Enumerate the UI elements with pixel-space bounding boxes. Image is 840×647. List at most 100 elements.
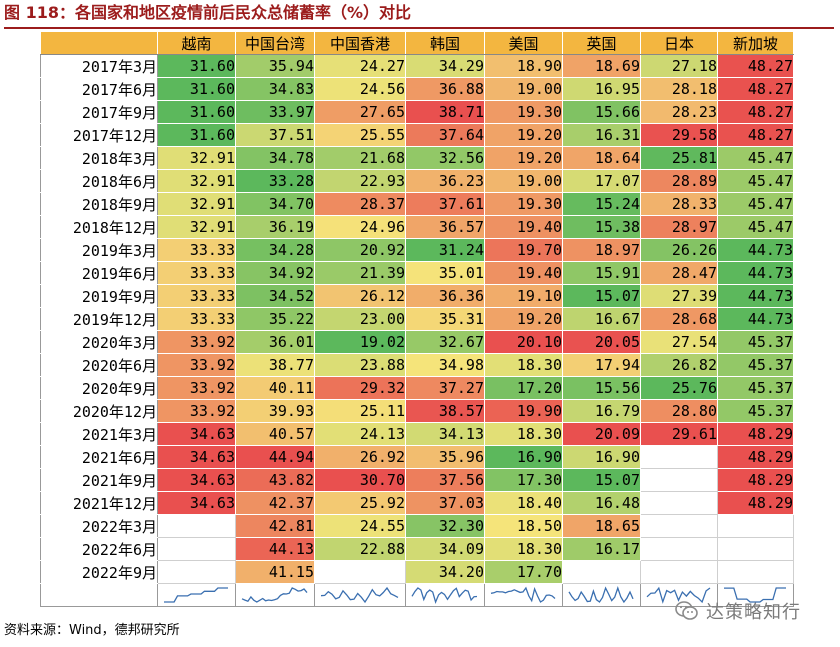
sparkline-cell [640, 583, 718, 607]
table-row: 2018年6月 32.91 33.28 22.93 36.23 19.00 17.07 28.… [40, 169, 794, 193]
value-cell: 34.20 [405, 560, 485, 584]
value-cell: 34.70 [235, 192, 315, 216]
value-cell: 44.13 [235, 537, 315, 561]
value-cell: 16.48 [562, 491, 641, 515]
empty-cell [314, 560, 406, 584]
value-cell: 19.70 [484, 238, 563, 262]
value-cell: 31.60 [157, 123, 236, 147]
value-cell: 35.01 [405, 261, 485, 285]
value-cell: 15.66 [562, 100, 641, 124]
value-cell: 29.61 [640, 422, 718, 446]
value-cell: 40.11 [235, 376, 315, 400]
watermark-text: 达策略知行 [706, 602, 801, 623]
value-cell: 33.92 [157, 353, 236, 377]
value-cell: 24.55 [314, 514, 406, 538]
wechat-icon [675, 601, 698, 620]
value-cell: 19.20 [484, 123, 563, 147]
value-cell: 33.33 [157, 284, 236, 308]
sparkline-line [241, 587, 308, 603]
value-cell: 21.39 [314, 261, 406, 285]
col-header: 中国香港 [314, 31, 406, 55]
value-cell: 17.07 [562, 169, 641, 193]
table-row: 2021年12月 34.63 42.37 25.92 37.03 18.40 16.48 48… [40, 491, 794, 515]
value-cell: 33.92 [157, 399, 236, 423]
table-row: 2018年12月 32.91 36.19 24.96 36.57 19.40 15.38 28… [40, 215, 794, 239]
row-label: 2017年9月 [40, 100, 158, 124]
value-cell: 31.24 [405, 238, 485, 262]
value-cell: 19.10 [484, 284, 563, 308]
value-cell: 35.31 [405, 307, 485, 331]
row-label: 2018年3月 [40, 146, 158, 170]
value-cell: 28.18 [640, 77, 718, 101]
value-cell: 26.12 [314, 284, 406, 308]
sparkline-line [411, 587, 478, 604]
value-cell: 32.91 [157, 192, 236, 216]
row-label: 2022年6月 [40, 537, 158, 561]
value-cell: 32.56 [405, 146, 485, 170]
col-header: 中国台湾 [235, 31, 315, 55]
value-cell: 16.90 [562, 445, 641, 469]
value-cell: 34.92 [235, 261, 315, 285]
table-row: 2019年12月 33.33 35.22 23.00 35.31 19.20 16.67 28… [40, 307, 794, 331]
value-cell: 19.90 [484, 399, 563, 423]
value-cell: 36.36 [405, 284, 485, 308]
value-cell: 19.20 [484, 146, 563, 170]
figure-title: 图 118：各国家和地区疫情前后民众总储蓄率（%）对比 [4, 3, 412, 22]
value-cell: 48.29 [717, 422, 794, 446]
row-label: 2021年6月 [40, 445, 158, 469]
value-cell: 25.11 [314, 399, 406, 423]
row-label: 2020年3月 [40, 330, 158, 354]
value-cell: 37.03 [405, 491, 485, 515]
value-cell: 36.88 [405, 77, 485, 101]
value-cell: 39.93 [235, 399, 315, 423]
sparkline-icon [568, 585, 634, 604]
value-cell: 33.28 [235, 169, 315, 193]
value-cell: 28.23 [640, 100, 718, 124]
value-cell: 34.63 [157, 422, 236, 446]
table-row: 2017年12月 31.60 37.51 25.55 37.64 19.20 16.31 29… [40, 123, 794, 147]
value-cell: 18.40 [484, 491, 563, 515]
value-cell: 40.57 [235, 422, 315, 446]
value-cell: 27.39 [640, 284, 718, 308]
watermark: 达策略知行 [674, 596, 834, 626]
table-row: 2017年3月 31.60 35.94 24.27 34.29 18.90 18.69 27.… [40, 54, 794, 78]
value-cell: 32.91 [157, 215, 236, 239]
value-cell: 19.02 [314, 330, 406, 354]
value-cell: 22.93 [314, 169, 406, 193]
value-cell: 26.82 [640, 353, 718, 377]
value-cell: 28.97 [640, 215, 718, 239]
table-row: 2020年12月 33.92 39.93 25.11 38.57 19.90 16.79 28… [40, 399, 794, 423]
empty-cell [157, 537, 236, 561]
value-cell: 23.00 [314, 307, 406, 331]
value-cell: 25.81 [640, 146, 718, 170]
value-cell: 42.37 [235, 491, 315, 515]
value-cell: 42.81 [235, 514, 315, 538]
table-row: 2022年6月 44.13 22.88 34.09 18.30 16.17 [40, 537, 794, 561]
value-cell: 22.88 [314, 537, 406, 561]
value-cell: 36.23 [405, 169, 485, 193]
value-cell: 29.32 [314, 376, 406, 400]
value-cell: 35.22 [235, 307, 315, 331]
value-cell: 18.30 [484, 353, 563, 377]
value-cell: 44.73 [717, 307, 794, 331]
value-cell: 30.70 [314, 468, 406, 492]
value-cell: 17.70 [484, 560, 563, 584]
empty-cell [640, 468, 718, 492]
header-corner [40, 31, 158, 55]
value-cell: 33.92 [157, 330, 236, 354]
value-cell: 17.20 [484, 376, 563, 400]
table-row: 2018年3月 32.91 34.78 21.68 32.56 19.20 18.64 25.… [40, 146, 794, 170]
value-cell: 24.96 [314, 215, 406, 239]
value-cell: 20.92 [314, 238, 406, 262]
value-cell: 48.29 [717, 468, 794, 492]
sparkline-label-cell [40, 583, 158, 607]
value-cell: 20.10 [484, 330, 563, 354]
value-cell: 36.01 [235, 330, 315, 354]
row-label: 2021年3月 [40, 422, 158, 446]
value-cell: 21.68 [314, 146, 406, 170]
value-cell: 18.30 [484, 537, 563, 561]
sparkline-icon [490, 586, 556, 603]
table-row: 2019年6月 33.33 34.92 21.39 35.01 19.40 15.91 28.… [40, 261, 794, 285]
value-cell: 34.29 [405, 54, 485, 78]
value-cell: 25.55 [314, 123, 406, 147]
